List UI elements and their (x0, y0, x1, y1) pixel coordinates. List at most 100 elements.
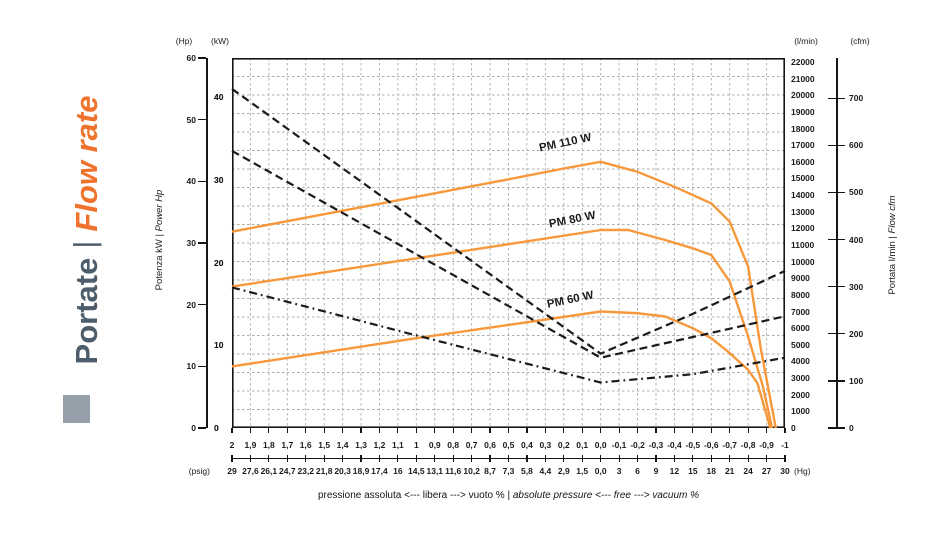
x-axis-tick (673, 428, 675, 433)
lmin-tick-label: 15000 (791, 173, 815, 184)
lmin-tick-label: 3000 (791, 373, 810, 384)
lmin-tick-label: 17000 (791, 140, 815, 151)
lmin-tick-label: 13000 (791, 206, 815, 217)
x-axis-tick (249, 428, 252, 433)
cfm-tick-label: 400 (849, 234, 864, 245)
page-title-separator: | (67, 240, 102, 249)
x-psig-hg-tick-label: 8,7 (484, 466, 496, 476)
cfm-unit-label: (cfm) (850, 36, 870, 46)
x-bar-tick-label: -0,9 (759, 440, 774, 450)
cfm-tick-label: 600 (849, 140, 864, 151)
psig-axis-tick (710, 454, 712, 462)
x-psig-hg-tick-label: 26,1 (260, 466, 278, 476)
x-axis-tick (600, 428, 602, 433)
x-axis-tick (655, 428, 657, 433)
x-psig-hg-tick-label: 21,8 (315, 466, 333, 476)
x-axis-tick (784, 428, 786, 433)
lmin-tick-label: 11000 (791, 240, 815, 250)
psig-axis-tick (673, 454, 675, 462)
x-psig-hg-tick-label: 24,7 (279, 466, 296, 476)
hp-axis-tick (198, 365, 206, 368)
flow-curve-pm-110-w (231, 160, 777, 429)
kw-tick-label: 0 (214, 423, 219, 433)
psig-axis-tick (581, 454, 583, 462)
lmin-tick-label: 9000 (791, 273, 810, 284)
psig-axis-tick (544, 454, 546, 462)
cfm-axis-tick (828, 380, 845, 382)
x-psig-hg-tick-label: 1,5 (576, 466, 589, 476)
curve-label-pm-110-w: PM 110 W (538, 132, 593, 155)
x-psig-hg-tick-label: 18 (706, 466, 716, 476)
power-curve-pm-80-w-power (231, 149, 786, 359)
x-psig-hg-tick-label: 2,9 (557, 466, 570, 476)
x-psig-hg-tick-label: 3 (616, 466, 622, 476)
x-bar-tick-label: -0,6 (703, 440, 719, 450)
x-bar-tick-label: 0,3 (539, 440, 552, 450)
x-axis-tick (360, 428, 362, 433)
psig-axis-tick (397, 454, 399, 462)
psig-unit-label: (psig) (188, 466, 210, 476)
flow-curve-pm-80-w (231, 228, 774, 429)
kw-unit-label: (kW) (211, 36, 229, 46)
cfm-tick-label: 100 (849, 375, 864, 386)
x-axis-tick (563, 428, 565, 433)
x-bar-tick-label: 0,7 (465, 440, 478, 450)
kw-tick-label: 40 (214, 92, 224, 103)
psig-axis-tick (507, 454, 510, 462)
lmin-tick-label: 1000 (791, 406, 810, 417)
power-curve-pm-60-w-power (231, 286, 786, 384)
x-psig-hg-tick-label: 5,8 (521, 466, 533, 476)
kw-tick-label: 20 (214, 257, 224, 268)
x-bar-tick-label: 0,1 (576, 440, 589, 450)
page-title-it: Portate (69, 257, 104, 365)
kw-tick-label: 20 (214, 257, 224, 268)
hp-tick-label: 10 (186, 361, 196, 372)
psig-axis-tick (784, 454, 786, 462)
lmin-tick-label: 0 (791, 423, 796, 433)
x-psig-hg-tick-label: 29 (227, 466, 237, 476)
kw-tick-label: 10 (214, 340, 224, 351)
x-bar-tick-label: 1 (413, 440, 419, 450)
x-axis-caption-it: pressione assoluta <--- libera ---> vuot… (317, 490, 505, 501)
cfm-axis-line (836, 58, 838, 428)
lmin-tick-label: 20000 (791, 90, 815, 101)
x-bar-tick-label: 0,8 (447, 440, 460, 450)
cfm-axis-tick (828, 97, 845, 99)
x-axis-caption-sep: | (504, 490, 513, 501)
x-bar-tick-label: 0,5 (502, 440, 515, 450)
lmin-tick-label: 16000 (791, 156, 815, 167)
cfm-axis-tick (828, 285, 845, 288)
x-bar-tick-label: -0,2 (630, 440, 645, 450)
left-axis-title-sep: | (154, 234, 165, 237)
psig-axis-tick (342, 454, 344, 462)
x-axis-caption-en: absolute pressure <--- free ---> vacuum … (512, 490, 700, 501)
psig-axis-tick (747, 454, 749, 462)
x-bar-tick-label: -0,7 (722, 440, 738, 450)
x-psig-hg-tick-label: 13,1 (426, 466, 444, 476)
psig-axis-tick (618, 454, 620, 462)
x-axis-tick (305, 428, 307, 433)
cfm-axis-tick (828, 333, 845, 335)
psig-axis-tick (323, 454, 325, 462)
x-axis-tick (471, 428, 473, 433)
psig-axis-tick (305, 454, 307, 462)
x-axis-tick (544, 428, 546, 433)
hp-tick-label: 60 (186, 53, 196, 63)
psig-axis-tick (452, 454, 454, 462)
cfm-axis-tick (828, 144, 845, 147)
hp-tick-label: 0 (191, 423, 196, 433)
x-bar-tick-label: 0,9 (428, 440, 441, 450)
psig-axis-tick (563, 454, 565, 462)
x-psig-hg-tick-label: 24 (743, 466, 753, 476)
psig-axis-tick (268, 454, 270, 462)
lmin-tick-label: 18000 (791, 123, 815, 134)
x-psig-hg-tick-label: 17,4 (371, 466, 388, 476)
x-axis-tick (323, 428, 325, 433)
kw-tick-label: 0 (214, 423, 219, 433)
lmin-tick-label: 4000 (791, 356, 810, 367)
lmin-tick-label: 22000 (791, 57, 815, 67)
psig-axis-tick (526, 454, 528, 462)
page-title-en: Flow rate (69, 95, 104, 232)
x-axis-tick (581, 428, 583, 433)
